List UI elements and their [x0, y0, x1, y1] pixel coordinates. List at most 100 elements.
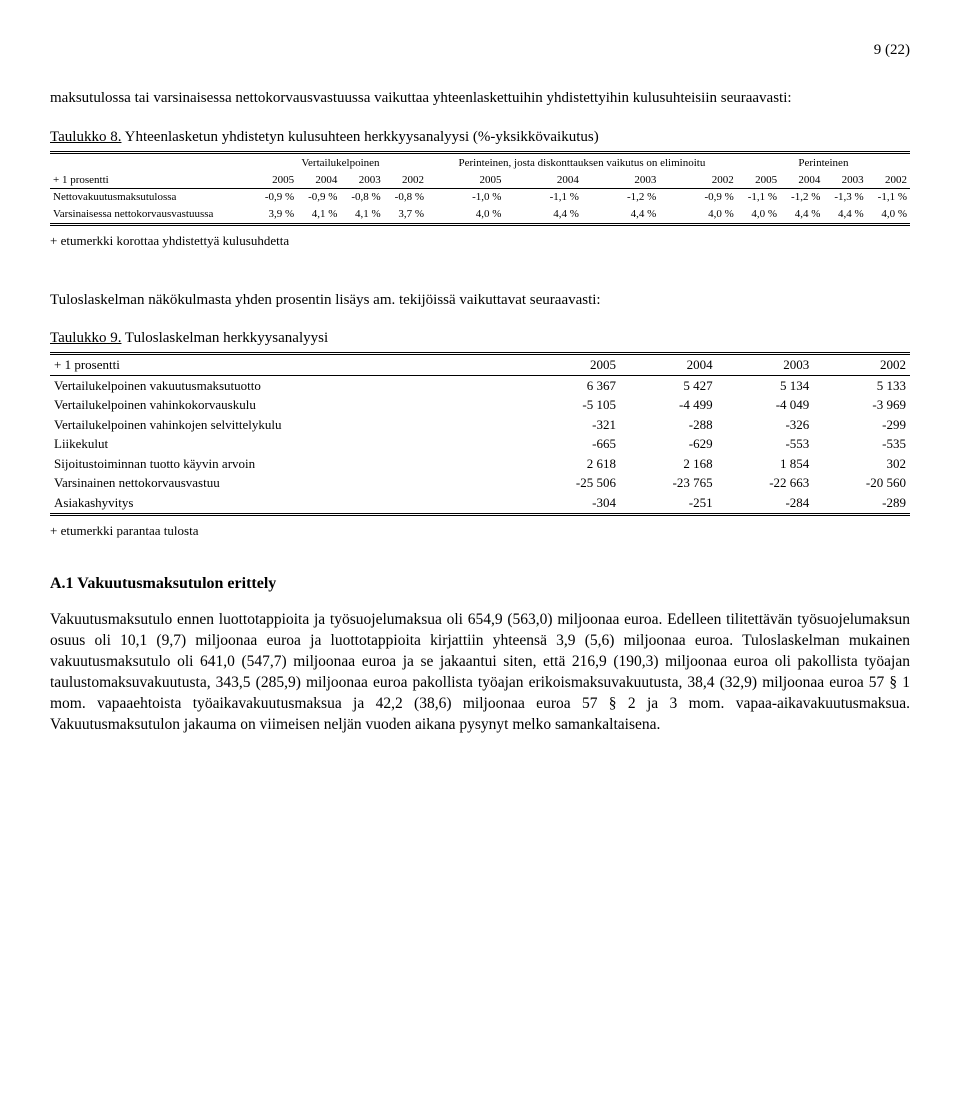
table8-col0-header: + 1 prosentti	[50, 152, 254, 189]
table8-title-bold: Taulukko 8.	[50, 129, 121, 145]
t9-cell: -299	[813, 415, 910, 435]
table8-title-rest: Yhteenlasketun yhdistetyn kulusuhteen he…	[121, 129, 598, 145]
t9-cell: -304	[523, 493, 620, 514]
t8-cell: -0,8 %	[384, 189, 427, 206]
t8-cell: 4,4 %	[582, 206, 659, 224]
t9-cell: -553	[717, 434, 814, 454]
t9-cell: -629	[620, 434, 717, 454]
t9-cell: -20 560	[813, 473, 910, 493]
t8-cell: 4,4 %	[504, 206, 581, 224]
table-row: Vertailukelpoinen vahinkojen selvittelyk…	[50, 415, 910, 435]
t8-cell: -0,9 %	[297, 189, 340, 206]
t9-cell: 5 427	[620, 375, 717, 395]
t8-year: 2005	[737, 172, 780, 189]
t9-cell: -25 506	[523, 473, 620, 493]
t8-cell: 4,0 %	[659, 206, 736, 224]
t8-cell: -1,3 %	[823, 189, 866, 206]
table9-title-bold: Taulukko 9.	[50, 330, 121, 346]
t8-year: 2004	[780, 172, 823, 189]
t8-row-label: Nettovakuutusmaksutulossa	[50, 189, 254, 206]
table-row: Sijoitustoiminnan tuotto käyvin arvoin 2…	[50, 454, 910, 474]
t9-cell: -289	[813, 493, 910, 514]
t8-cell: 4,4 %	[780, 206, 823, 224]
t8-cell: -0,9 %	[659, 189, 736, 206]
t8-year: 2004	[504, 172, 581, 189]
table-row: Liikekulut -665 -629 -553 -535	[50, 434, 910, 454]
t8-cell: -1,2 %	[780, 189, 823, 206]
t9-cell: -288	[620, 415, 717, 435]
t8-year: 2004	[297, 172, 340, 189]
t9-cell: -23 765	[620, 473, 717, 493]
t9-row-label: Varsinainen nettokorvausvastuu	[50, 473, 523, 493]
t8-cell: 4,1 %	[340, 206, 383, 224]
table8-group-1: Perinteinen, josta diskonttauksen vaikut…	[427, 152, 737, 171]
table8: + 1 prosentti Vertailukelpoinen Perintei…	[50, 151, 910, 226]
t8-cell: -0,9 %	[254, 189, 297, 206]
t9-year: 2005	[523, 354, 620, 376]
t9-row-label: Vertailukelpoinen vakuutusmaksutuotto	[50, 375, 523, 395]
t9-cell: -326	[717, 415, 814, 435]
table-row: Varsinainen nettokorvausvastuu -25 506 -…	[50, 473, 910, 493]
mid-paragraph: Tuloslaskelman näkökulmasta yhden prosen…	[50, 290, 910, 310]
table9: + 1 prosentti 2005 2004 2003 2002 Vertai…	[50, 352, 910, 515]
t9-cell: 5 134	[717, 375, 814, 395]
t9-cell: -4 499	[620, 395, 717, 415]
t8-year: 2005	[427, 172, 504, 189]
table9-title-rest: Tuloslaskelman herkkyysanalyysi	[121, 330, 328, 346]
t9-cell: 5 133	[813, 375, 910, 395]
t8-year: 2003	[582, 172, 659, 189]
t8-cell: -1,2 %	[582, 189, 659, 206]
t9-cell: -535	[813, 434, 910, 454]
t9-year: 2003	[717, 354, 814, 376]
t9-cell: -665	[523, 434, 620, 454]
t9-year: 2002	[813, 354, 910, 376]
t9-cell: 6 367	[523, 375, 620, 395]
t8-year: 2003	[823, 172, 866, 189]
t8-year: 2002	[384, 172, 427, 189]
section-heading: A.1 Vakuutusmaksutulon erittely	[50, 573, 910, 595]
t9-cell: 2 618	[523, 454, 620, 474]
section-body: Vakuutusmaksutulo ennen luottotappioita …	[50, 610, 910, 736]
table9-footnote: + etumerkki parantaa tulosta	[50, 522, 910, 540]
t9-year: 2004	[620, 354, 717, 376]
t8-cell: 4,0 %	[427, 206, 504, 224]
table-row: Vertailukelpoinen vakuutusmaksutuotto 6 …	[50, 375, 910, 395]
table-row: Varsinaisessa nettokorvausvastuussa 3,9 …	[50, 206, 910, 224]
t8-row-label: Varsinaisessa nettokorvausvastuussa	[50, 206, 254, 224]
t8-cell: -1,1 %	[504, 189, 581, 206]
t9-row-label: Sijoitustoiminnan tuotto käyvin arvoin	[50, 454, 523, 474]
t8-cell: -1,1 %	[867, 189, 910, 206]
t9-cell: -251	[620, 493, 717, 514]
t9-row-label: Vertailukelpoinen vahinkojen selvittelyk…	[50, 415, 523, 435]
t8-cell: 4,4 %	[823, 206, 866, 224]
t8-cell: 3,9 %	[254, 206, 297, 224]
t9-cell: -5 105	[523, 395, 620, 415]
table-row: Nettovakuutusmaksutulossa -0,9 % -0,9 % …	[50, 189, 910, 206]
t8-cell: -1,1 %	[737, 189, 780, 206]
t9-row-label: Asiakashyvitys	[50, 493, 523, 514]
page-number: 9 (22)	[50, 40, 910, 60]
table8-group-0: Vertailukelpoinen	[254, 152, 427, 171]
t9-cell: 302	[813, 454, 910, 474]
t8-cell: 3,7 %	[384, 206, 427, 224]
t8-year: 2002	[659, 172, 736, 189]
table8-group-2: Perinteinen	[737, 152, 910, 171]
t9-cell: -4 049	[717, 395, 814, 415]
t8-cell: -1,0 %	[427, 189, 504, 206]
table-row: Vertailukelpoinen vahinkokorvauskulu -5 …	[50, 395, 910, 415]
table9-title: Taulukko 9. Tuloslaskelman herkkyysanaly…	[50, 328, 910, 348]
t8-cell: 4,0 %	[867, 206, 910, 224]
table8-footnote: + etumerkki korottaa yhdistettyä kulusuh…	[50, 232, 910, 250]
t9-cell: -284	[717, 493, 814, 514]
table-row: Asiakashyvitys -304 -251 -284 -289	[50, 493, 910, 514]
t8-year: 2005	[254, 172, 297, 189]
t9-row-label: Liikekulut	[50, 434, 523, 454]
table9-col0-header: + 1 prosentti	[50, 354, 523, 376]
table8-title: Taulukko 8. Yhteenlasketun yhdistetyn ku…	[50, 127, 910, 147]
intro-paragraph: maksutulossa tai varsinaisessa nettokorv…	[50, 88, 910, 108]
t9-cell: 1 854	[717, 454, 814, 474]
t9-cell: -321	[523, 415, 620, 435]
t8-cell: 4,0 %	[737, 206, 780, 224]
t9-cell: 2 168	[620, 454, 717, 474]
t9-cell: -3 969	[813, 395, 910, 415]
